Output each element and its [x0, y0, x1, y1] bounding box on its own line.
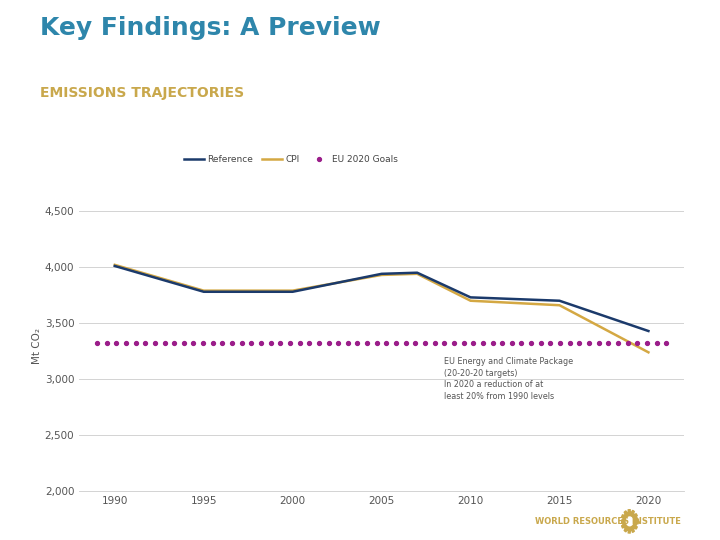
Line: CPI: CPI: [114, 265, 649, 352]
Text: EMISSIONS TRAJECTORIES: EMISSIONS TRAJECTORIES: [40, 86, 244, 100]
Reference: [288, 288, 297, 295]
CPI: [199, 287, 208, 294]
CPI: [644, 349, 653, 355]
Text: Key Findings: A Preview: Key Findings: A Preview: [40, 16, 380, 40]
Circle shape: [626, 517, 633, 526]
CPI: [413, 271, 421, 277]
Reference: [467, 294, 475, 301]
CPI: [110, 261, 119, 268]
Reference: [644, 328, 653, 334]
Reference: [199, 288, 208, 295]
Reference: [110, 263, 119, 269]
Reference: [555, 298, 564, 304]
Y-axis label: Mt CO₂: Mt CO₂: [32, 328, 42, 363]
Line: Reference: Reference: [114, 266, 649, 331]
Text: WORLD RESOURCES INSTITUTE: WORLD RESOURCES INSTITUTE: [534, 517, 680, 526]
Legend: Reference, CPI, EU 2020 Goals: Reference, CPI, EU 2020 Goals: [180, 152, 402, 168]
Reference: [413, 269, 421, 276]
Polygon shape: [621, 510, 638, 533]
Text: EU Energy and Climate Package
(20-20-20 targets)
In 2020 a reduction of at
least: EU Energy and Climate Package (20-20-20 …: [444, 357, 573, 401]
Reference: [377, 271, 386, 277]
CPI: [288, 287, 297, 294]
CPI: [377, 272, 386, 278]
CPI: [555, 302, 564, 308]
CPI: [467, 298, 475, 304]
